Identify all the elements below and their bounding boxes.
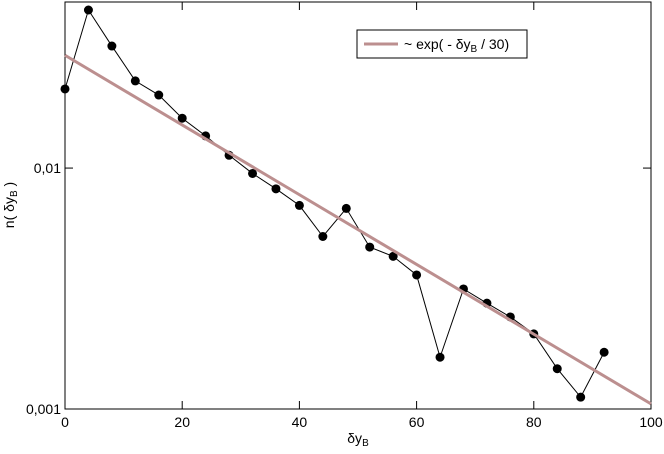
x-tick-label: 0 [61,414,69,430]
x-tick-label: 60 [409,414,425,430]
data-point [294,200,304,210]
subscript: B [362,438,369,449]
subscript: B [9,190,20,197]
subscript: B [471,44,478,55]
x-axis-label: δyB [347,430,369,449]
data-point [435,352,445,362]
data-point [599,347,609,357]
data-point [177,113,187,123]
data-point [154,90,164,100]
data-point [60,84,70,94]
text-part: / 30) [477,36,509,52]
y-axis-label: n( δyB ) [1,182,20,228]
data-point [552,364,562,374]
legend-label: ~ exp( - δyB / 30) [404,36,509,55]
data-point [341,203,351,213]
x-tick-label: 80 [526,414,542,430]
data-point [576,392,586,402]
data-point [271,184,281,194]
data-point [365,242,375,252]
text-part: ~ exp( - δy [404,36,471,52]
plot-frame [64,1,652,410]
x-tick-label: 40 [292,414,308,430]
series-line [64,53,652,406]
series-line [64,8,605,399]
data-point [388,251,398,261]
text-part: ) [1,182,17,191]
data-point [248,168,258,178]
y-tick-label: 0,01 [34,160,61,176]
data-point [83,5,93,15]
data-point [318,231,328,241]
data-point [412,270,422,280]
data-point [130,76,140,86]
y-tick-label: 0,001 [26,401,61,417]
x-tick-label: 100 [639,414,663,430]
data-point [107,41,117,51]
text-part: n( δy [1,197,17,228]
text-part: δy [347,430,362,446]
x-tick-label: 20 [174,414,190,430]
